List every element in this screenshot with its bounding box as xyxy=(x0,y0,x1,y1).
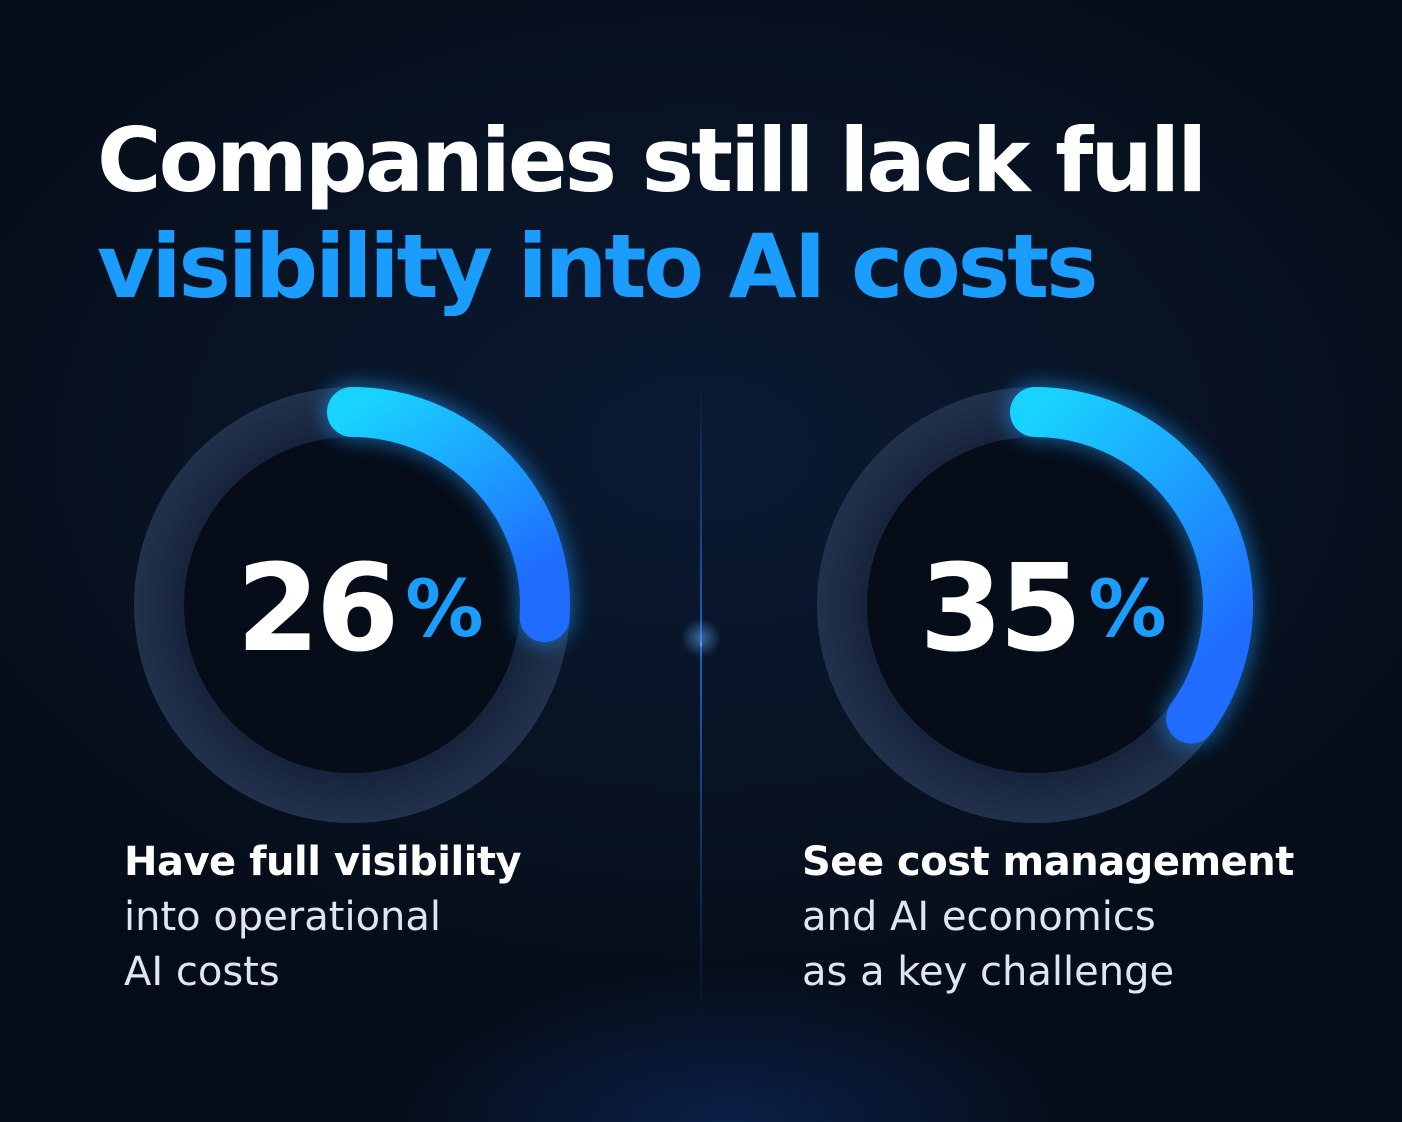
donut-left-center xyxy=(184,437,520,773)
caption-right-line-2: and AI economics xyxy=(802,894,1156,940)
donut-chart-right xyxy=(817,384,1256,823)
caption-left-line-1: Have full visibility xyxy=(124,839,522,885)
center-divider xyxy=(700,385,702,1025)
caption-right: See cost management and AI economics as … xyxy=(802,835,1294,1000)
caption-left: Have full visibility into operational AI… xyxy=(124,835,522,1000)
stat-left: 26% xyxy=(160,540,560,679)
caption-right-line-3: as a key challenge xyxy=(802,949,1175,995)
donut-right-center xyxy=(867,437,1203,773)
divider-glow xyxy=(681,618,721,658)
stat-left-value: 26 xyxy=(236,540,399,679)
donut-right-value-arc xyxy=(1010,387,1253,744)
headline: Companies still lack full visibility int… xyxy=(97,108,1337,320)
stat-right: 35% xyxy=(843,540,1243,679)
caption-left-line-2: into operational xyxy=(124,894,442,940)
stat-right-percent: % xyxy=(1088,565,1167,655)
stat-left-percent: % xyxy=(405,565,484,655)
donut-left-value-arc xyxy=(327,387,570,643)
headline-line-1: Companies still lack full xyxy=(97,109,1207,212)
donut-chart-left xyxy=(134,384,573,823)
caption-left-line-3: AI costs xyxy=(124,949,280,995)
stat-right-value: 35 xyxy=(919,540,1082,679)
caption-right-line-1: See cost management xyxy=(802,839,1294,885)
headline-line-2: visibility into AI costs xyxy=(97,215,1099,318)
